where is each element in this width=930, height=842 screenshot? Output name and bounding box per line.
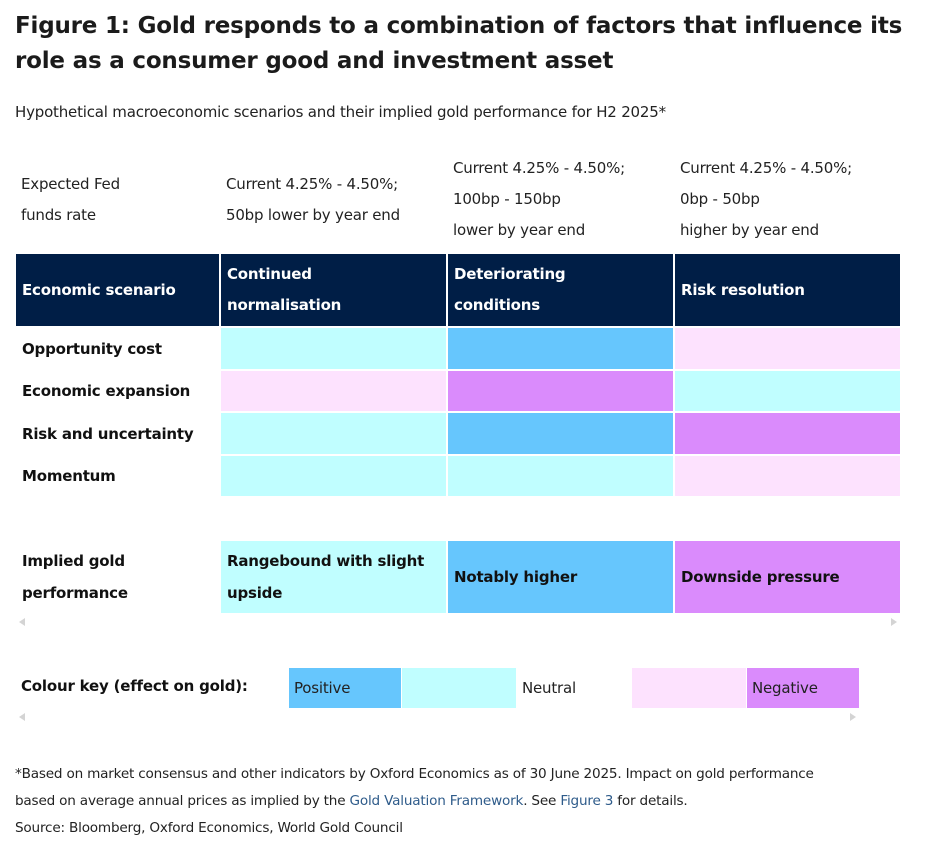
scroll-right-arrow-icon[interactable]	[891, 618, 897, 626]
colour-key-label: Colour key (effect on gold):	[21, 677, 248, 695]
fed-rate-scenario-2: Current 4.25% - 4.50%; 100bp - 150bp low…	[453, 153, 625, 246]
key-scroll-right-arrow-icon[interactable]	[850, 713, 856, 721]
header-line: conditions	[454, 296, 540, 314]
key-scroll-left-arrow-icon[interactable]	[19, 713, 25, 721]
fed-rate-line: 50bp lower by year end	[226, 206, 400, 224]
row-label-momentum: Momentum	[22, 467, 116, 485]
cell-negative	[448, 371, 673, 411]
implied-line: Downside pressure	[681, 568, 840, 586]
header-economic-scenario: Economic scenario	[16, 254, 219, 326]
row-label-opportunity-cost: Opportunity cost	[22, 339, 162, 358]
colour-key-neutral-swatch	[402, 668, 516, 708]
header-scenario-2: Deteriorating conditions	[448, 254, 673, 326]
row-label-risk-and-uncertainty: Risk and uncertainty	[22, 424, 194, 443]
colour-key-negative-light-swatch	[632, 668, 746, 708]
header-line: Deteriorating	[454, 265, 566, 283]
cell-neutral	[221, 328, 446, 369]
colour-key-positive: Positive	[289, 668, 401, 708]
header-line: Continued	[227, 265, 312, 283]
fed-rate-label-line: Expected Fed	[21, 175, 120, 193]
cell-positive	[448, 413, 673, 454]
fed-rate-label-line: funds rate	[21, 206, 96, 224]
fed-rate-line: higher by year end	[680, 221, 819, 239]
figure-subtitle: Hypothetical macroeconomic scenarios and…	[15, 103, 666, 121]
fed-rate-line: 0bp - 50bp	[680, 190, 760, 208]
header-scenario-1: Continued normalisation	[221, 254, 446, 326]
fed-rate-scenario-3: Current 4.25% - 4.50%; 0bp - 50bp higher…	[680, 153, 852, 246]
header-label: Risk resolution	[681, 280, 805, 299]
cell-neutral	[675, 371, 900, 411]
header-label: Economic scenario	[22, 280, 176, 299]
implied-performance-scenario-2: Notably higher	[448, 541, 673, 613]
footnote-text: based on average annual prices as implie…	[15, 793, 350, 809]
cell-negative-light	[675, 456, 900, 496]
fed-rate-line: Current 4.25% - 4.50%;	[453, 159, 626, 177]
implied-label-line: performance	[22, 584, 128, 602]
cell-neutral	[221, 413, 446, 454]
cell-negative	[675, 413, 900, 454]
figure-title: Figure 1: Gold responds to a combination…	[15, 13, 903, 74]
fed-rate-line: 100bp - 150bp	[453, 190, 561, 208]
fed-rate-line: Current 4.25% - 4.50%;	[680, 159, 853, 177]
implied-performance-label: Implied gold performance	[16, 541, 219, 613]
implied-performance-scenario-1: Rangebound with slight upside	[221, 541, 446, 613]
cell-negative-light	[221, 371, 446, 411]
footnote-line-2: based on average annual prices as implie…	[15, 788, 688, 815]
row-label-economic-expansion: Economic expansion	[22, 382, 191, 400]
footnote-text: for details.	[613, 793, 688, 809]
cell-neutral	[221, 456, 446, 496]
colour-key-neutral: Neutral	[522, 679, 576, 697]
figure-3-link[interactable]: Figure 3	[560, 793, 614, 809]
implied-label-line: Implied gold	[22, 552, 125, 570]
fed-rate-label: Expected Fed funds rate	[21, 169, 120, 231]
gold-valuation-framework-link[interactable]: Gold Valuation Framework	[349, 793, 524, 809]
footnote-line-1: *Based on market consensus and other ind…	[15, 766, 814, 782]
cell-negative-light	[675, 328, 900, 369]
scroll-left-arrow-icon[interactable]	[19, 618, 25, 626]
fed-rate-scenario-1: Current 4.25% - 4.50%; 50bp lower by yea…	[226, 169, 400, 231]
colour-key-negative: Negative	[747, 668, 859, 708]
fed-rate-line: lower by year end	[453, 221, 586, 239]
header-scenario-3: Risk resolution	[675, 254, 900, 326]
implied-line: Rangebound with slight	[227, 552, 425, 570]
cell-positive	[448, 328, 673, 369]
source-line: Source: Bloomberg, Oxford Economics, Wor…	[15, 820, 403, 836]
cell-neutral	[448, 456, 673, 496]
footnote-text: . See	[523, 793, 561, 809]
implied-line: upside	[227, 584, 283, 602]
fed-rate-line: Current 4.25% - 4.50%;	[226, 175, 399, 193]
implied-performance-scenario-3: Downside pressure	[675, 541, 900, 613]
implied-line: Notably higher	[454, 568, 578, 586]
header-line: normalisation	[227, 296, 342, 314]
